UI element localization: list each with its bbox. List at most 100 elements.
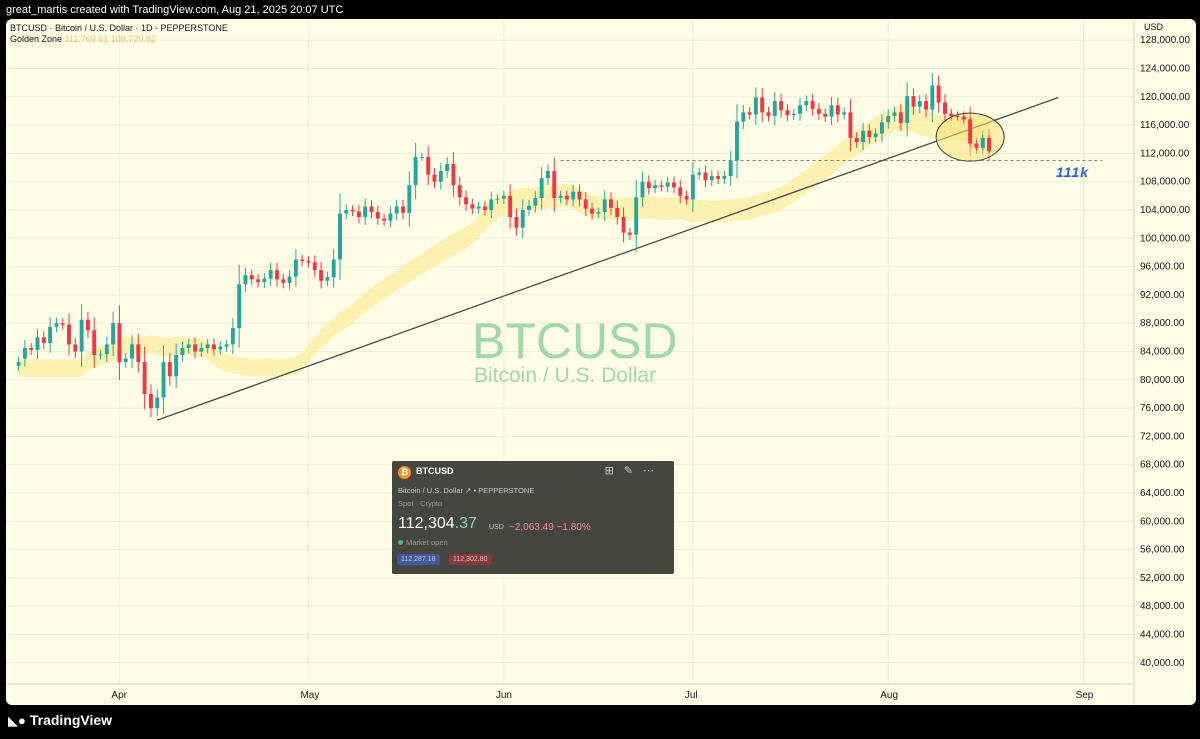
quote-tools[interactable]: ⊞✎⋯: [605, 464, 664, 477]
candle-body: [514, 217, 519, 228]
golden-zone-value-2: 108,720.82: [110, 34, 156, 44]
candle-body: [823, 113, 828, 117]
candle-body: [829, 105, 834, 117]
candle-body: [275, 270, 279, 280]
y-tick-label: 44,000.00: [1140, 629, 1185, 640]
golden-zone-band: [18, 105, 990, 378]
candle-body: [344, 210, 349, 214]
tradingview-logo-icon: ◣●: [8, 713, 26, 728]
candle-body: [432, 174, 437, 182]
level-annotation-label: 111k: [1056, 164, 1090, 180]
y-tick-label: 104,000.00: [1140, 205, 1190, 216]
candle-body: [552, 171, 557, 198]
watermark-name: Bitcoin / U.S. Dollar: [474, 364, 657, 387]
y-tick-label: 96,000.00: [1140, 262, 1185, 273]
candle-body: [640, 181, 645, 198]
candle-body: [665, 182, 670, 187]
candle-body: [130, 344, 134, 359]
y-tick-label: 68,000.00: [1140, 460, 1185, 471]
external-link-icon[interactable]: ↗: [465, 486, 472, 495]
y-tick-label: 80,000.00: [1140, 375, 1185, 386]
candle-body: [791, 113, 796, 116]
candle-body: [583, 199, 588, 209]
candle-body: [218, 346, 223, 350]
candle-body: [262, 278, 267, 283]
candle-body: [438, 171, 443, 182]
candle-body: [98, 354, 103, 356]
candle-body: [728, 160, 733, 177]
candle-body: [634, 197, 639, 235]
candle-body: [867, 130, 872, 138]
candle-body: [609, 199, 613, 208]
currency-label[interactable]: USD: [1144, 22, 1164, 32]
candle-body: [193, 344, 198, 352]
candle-body: [338, 213, 342, 260]
candle-body: [293, 259, 298, 277]
y-tick-label: 64,000.00: [1140, 488, 1185, 499]
candle-body: [785, 110, 790, 116]
candle-body: [539, 178, 544, 198]
candle-body: [300, 259, 305, 261]
y-tick-label: 76,000.00: [1140, 403, 1185, 414]
candle-body: [659, 185, 664, 187]
candle-body: [243, 275, 248, 285]
candle-body: [804, 101, 809, 106]
y-tick-label: 120,000.00: [1140, 92, 1190, 103]
candle-body: [212, 344, 216, 350]
candle-body: [816, 108, 821, 114]
golden-zone-legend[interactable]: Golden Zone 111,769.61 108,720.82: [10, 34, 156, 44]
quote-symbol: BTCUSD: [416, 466, 454, 476]
candle-body: [520, 210, 525, 228]
candle-body: [924, 101, 928, 110]
candle-body: [879, 122, 884, 134]
tradingview-logo[interactable]: ◣● TradingView: [8, 712, 112, 729]
more-icon[interactable]: ⋯: [643, 465, 664, 477]
candle-body: [653, 185, 658, 189]
ask-price[interactable]: 112,302.80: [449, 554, 492, 565]
quote-description: Bitcoin / U.S. Dollar ↗ • PEPPERSTONE: [398, 486, 535, 495]
candle-body: [949, 113, 954, 116]
candle-body: [60, 323, 65, 325]
golden-zone-value-1: 111,769.61: [64, 34, 109, 44]
candle-body: [79, 319, 84, 352]
candle-body: [842, 112, 847, 115]
chart-svg[interactable]: 128,000.00 124,000.00 120,000.00 116,000.00…: [6, 19, 1196, 705]
candle-body: [29, 347, 34, 351]
edit-icon[interactable]: ✎: [623, 465, 643, 477]
candle-body: [350, 210, 355, 212]
bid-price[interactable]: 112,287.18: [397, 554, 440, 565]
candle-body: [678, 187, 683, 196]
candle-body: [67, 324, 71, 345]
candle-body: [35, 337, 40, 351]
candle-body: [413, 156, 418, 186]
candle-body: [955, 115, 960, 117]
quote-widget[interactable]: ₿ BTCUSD ⊞✎⋯ Bitcoin / U.S. Dollar ↗ • P…: [392, 461, 674, 574]
candle-body: [407, 185, 412, 213]
candle-body: [356, 211, 361, 218]
candle-body: [312, 262, 317, 271]
candle-body: [136, 344, 141, 363]
grid-icon[interactable]: ⊞: [604, 465, 624, 477]
candle-body: [905, 96, 910, 123]
candle-body: [363, 206, 368, 218]
y-tick-label: 112,000.00: [1140, 148, 1190, 159]
candle-body: [980, 137, 985, 148]
candle-body: [382, 218, 387, 221]
candle-body: [281, 279, 286, 283]
x-tick-label: Jun: [496, 690, 512, 701]
market-open-dot-icon: [398, 540, 403, 545]
symbol-legend[interactable]: BTCUSD · Bitcoin / U.S. Dollar · 1D · PE…: [10, 23, 228, 33]
candle-body: [911, 96, 916, 107]
candle-body: [111, 323, 116, 345]
candle-body: [92, 330, 97, 356]
candle-body: [54, 323, 59, 327]
candle-body: [697, 172, 702, 175]
candle-body: [961, 116, 966, 120]
candle-body: [936, 85, 941, 103]
chart-area[interactable]: 128,000.00 124,000.00 120,000.00 116,000.00…: [6, 19, 1196, 705]
candle-body: [533, 197, 538, 206]
candle-body: [445, 164, 450, 172]
candle-body: [747, 112, 752, 115]
candle-body: [898, 112, 903, 123]
candle-body: [451, 164, 456, 186]
